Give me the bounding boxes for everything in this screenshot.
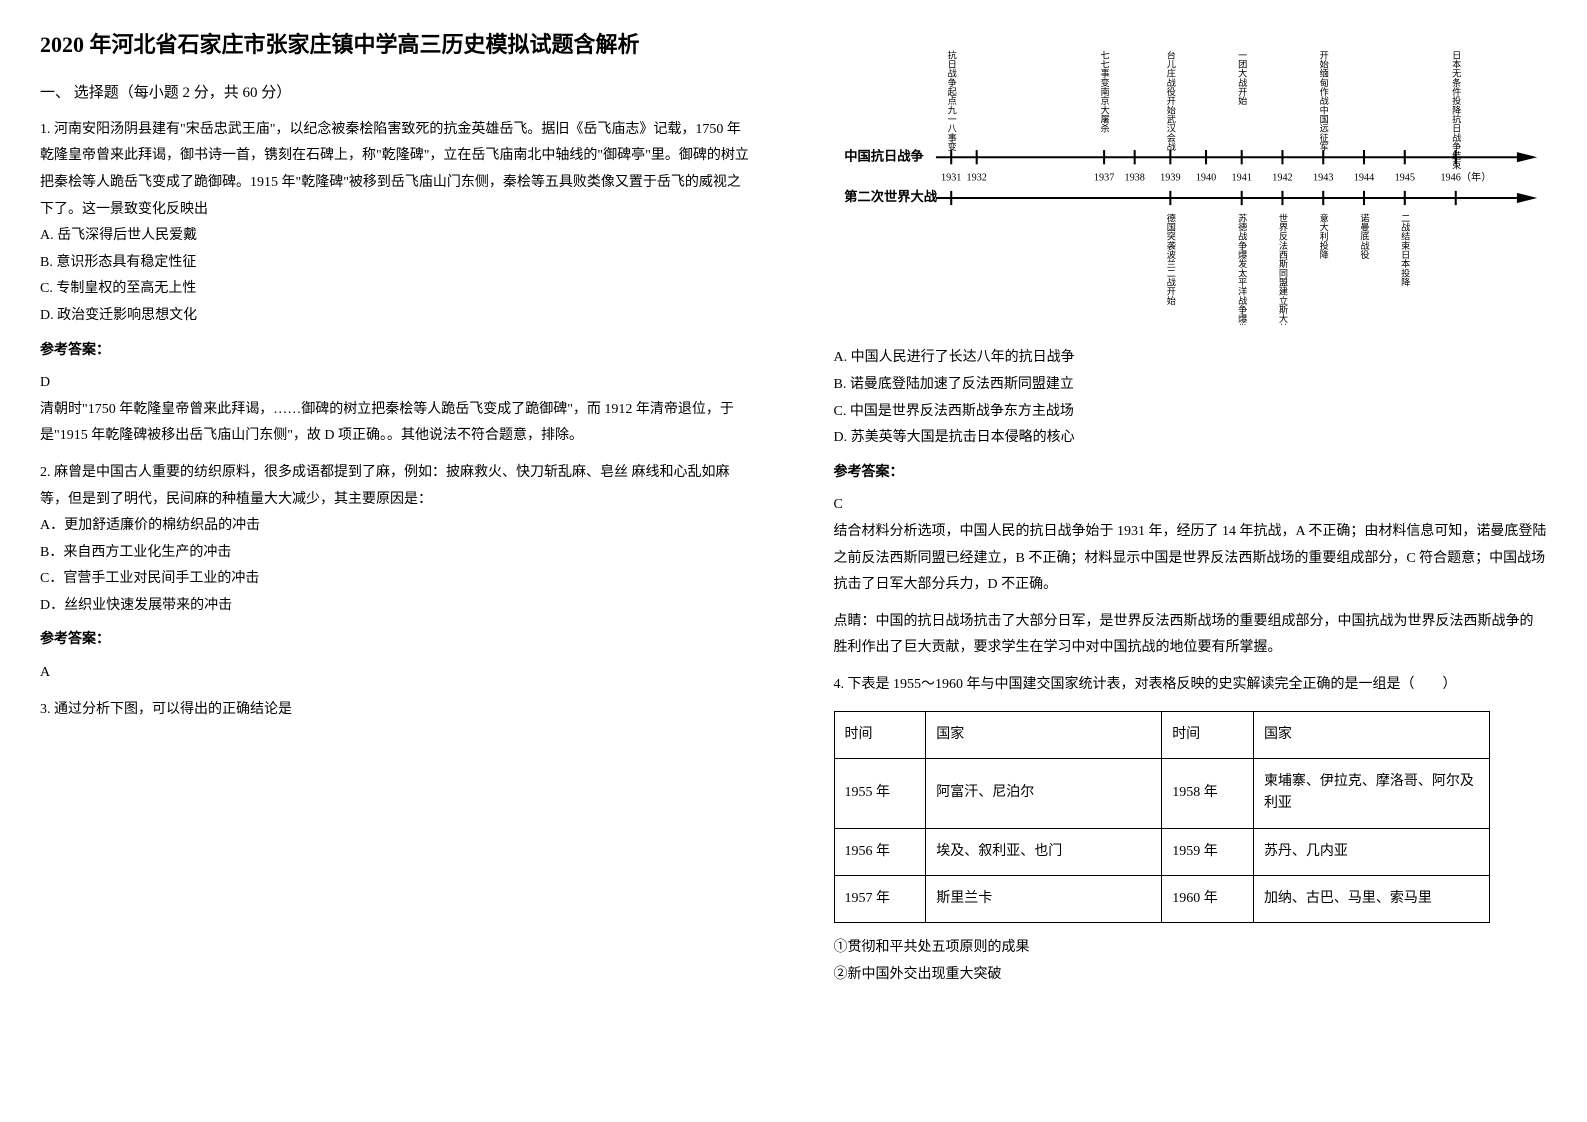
q3-explanation-2: 点睛：中国的抗日战场抗击了大部分日军，是世界反法西斯战场的重要组成部分，中国抗战… (834, 609, 1548, 662)
q2-answer: A (40, 660, 754, 687)
cell: 苏丹、几内亚 (1253, 828, 1489, 875)
q1-answer: D (40, 370, 754, 397)
svg-text:1941: 1941 (1231, 173, 1251, 184)
q4-stem: 4. 下表是 1955～1960 年与中国建交国家统计表，对表格反映的史实解读完… (834, 672, 1548, 699)
q3-choice-d: D. 苏美英等大国是抗击日本侵略的核心 (834, 425, 1548, 452)
cell: 柬埔寨、伊拉克、摩洛哥、阿尔及利亚 (1253, 758, 1489, 828)
svg-text:开始缅甸作战中国远征军: 开始缅甸作战中国远征军 (1318, 50, 1329, 152)
q2-choice-a: A．更加舒适廉价的棉纺织品的冲击 (40, 513, 754, 540)
q2-choice-c: C．官营手工业对民间手工业的冲击 (40, 566, 754, 593)
svg-text:1938: 1938 (1124, 173, 1144, 184)
q3-choice-c: C. 中国是世界反法西斯战争东方主战场 (834, 399, 1548, 426)
cell: 1957 年 (834, 876, 926, 923)
th-time-2: 时间 (1162, 711, 1254, 758)
svg-text:苏德战争爆发太平洋战争爆发: 苏德战争爆发太平洋战争爆发 (1236, 212, 1247, 325)
svg-text:1931: 1931 (941, 173, 961, 184)
svg-text:七七事变南京大屠杀: 七七事变南京大屠杀 (1099, 50, 1110, 133)
svg-text:中国抗日战争: 中国抗日战争 (844, 147, 924, 163)
cell: 加纳、古巴、马里、索马里 (1253, 876, 1489, 923)
svg-text:世界反法西斯同盟建立斯大林格勒保卫战开始: 世界反法西斯同盟建立斯大林格勒保卫战开始 (1277, 212, 1288, 325)
right-column: 抗日战争起点九一八事变 七七事变南京大屠杀 台儿庄战役开始武汉会战 一团大战开始… (794, 0, 1587, 1122)
svg-text:意大利投降: 意大利投降 (1318, 212, 1329, 260)
table-row: 1955 年 阿富汗、尼泊尔 1958 年 柬埔寨、伊拉克、摩洛哥、阿尔及利亚 (834, 758, 1489, 828)
table-row: 1956 年 埃及、叙利亚、也门 1959 年 苏丹、几内亚 (834, 828, 1489, 875)
table-header-row: 时间 国家 时间 国家 (834, 711, 1489, 758)
svg-text:第二次世界大战: 第二次世界大战 (844, 188, 938, 204)
q3-stem: 3. 通过分析下图，可以得出的正确结论是 (40, 697, 754, 724)
cell: 斯里兰卡 (926, 876, 1162, 923)
svg-text:台儿庄战役开始武汉会战: 台儿庄战役开始武汉会战 (1165, 49, 1176, 152)
q3-choice-b: B. 诺曼底登陆加速了反法西斯同盟建立 (834, 372, 1548, 399)
q2-stem: 2. 麻曾是中国古人重要的纺织原料，很多成语都提到了麻，例如：披麻救火、快刀斩乱… (40, 460, 754, 513)
q1-choice-d: D. 政治变迁影响思想文化 (40, 303, 754, 330)
svg-text:德国突袭波兰二战开始: 德国突袭波兰二战开始 (1165, 212, 1176, 306)
cell: 阿富汗、尼泊尔 (926, 758, 1162, 828)
timeline-svg: 抗日战争起点九一八事变 七七事变南京大屠杀 台儿庄战役开始武汉会战 一团大战开始… (834, 40, 1547, 325)
cell: 1959 年 (1162, 828, 1254, 875)
q1-choice-c: C. 专制皇权的至高无上性 (40, 276, 754, 303)
q1-choice-a: A. 岳飞深得后世人民爱戴 (40, 223, 754, 250)
question-3-stem: 3. 通过分析下图，可以得出的正确结论是 (40, 697, 754, 724)
svg-text:抗日战争起点九一八事变: 抗日战争起点九一八事变 (946, 49, 957, 152)
q1-explanation: 清朝时"1750 年乾隆皇帝曾来此拜谒，……御碑的树立把秦桧等人跪岳飞变成了跪御… (40, 397, 754, 450)
q1-choice-b: B. 意识形态具有稳定性征 (40, 250, 754, 277)
svg-text:二战结束日本投降: 二战结束日本投降 (1399, 213, 1410, 287)
q2-choice-d: D．丝织业快速发展带来的冲击 (40, 593, 754, 620)
section-header: 一、 选择题（每小题 2 分，共 60 分） (40, 81, 754, 102)
timeline-diagram: 抗日战争起点九一八事变 七七事变南京大屠杀 台儿庄战役开始武汉会战 一团大战开始… (834, 40, 1548, 325)
svg-text:1944: 1944 (1353, 173, 1373, 184)
q3-choice-a: A. 中国人民进行了长达八年的抗日战争 (834, 345, 1548, 372)
question-4: 4. 下表是 1955～1960 年与中国建交国家统计表，对表格反映的史实解读完… (834, 672, 1548, 989)
svg-text:1942: 1942 (1272, 173, 1292, 184)
question-2: 2. 麻曾是中国古人重要的纺织原料，很多成语都提到了麻，例如：披麻救火、快刀斩乱… (40, 460, 754, 687)
svg-text:一团大战开始: 一团大战开始 (1236, 50, 1247, 106)
svg-text:1937: 1937 (1093, 173, 1113, 184)
svg-text:1940: 1940 (1195, 173, 1215, 184)
cell: 1956 年 (834, 828, 926, 875)
th-country-1: 国家 (926, 711, 1162, 758)
svg-text:1939: 1939 (1160, 173, 1180, 184)
question-3-body: A. 中国人民进行了长达八年的抗日战争 B. 诺曼底登陆加速了反法西斯同盟建立 … (834, 345, 1548, 662)
q2-answer-label: 参考答案： (40, 627, 754, 654)
svg-text:诺曼底战役: 诺曼底战役 (1359, 213, 1370, 260)
q4-note-2: ②新中国外交出现重大突破 (834, 962, 1548, 989)
question-1: 1. 河南安阳汤阴县建有"宋岳忠武王庙"，以纪念被秦桧陷害致死的抗金英雄岳飞。据… (40, 117, 754, 450)
q3-answer-label: 参考答案： (834, 460, 1548, 487)
left-column: 2020 年河北省石家庄市张家庄镇中学高三历史模拟试题含解析 一、 选择题（每小… (0, 0, 794, 1122)
svg-text:1943: 1943 (1313, 173, 1333, 184)
table-row: 1957 年 斯里兰卡 1960 年 加纳、古巴、马里、索马里 (834, 876, 1489, 923)
cell: 1958 年 (1162, 758, 1254, 828)
q4-table: 时间 国家 时间 国家 1955 年 阿富汗、尼泊尔 1958 年 柬埔寨、伊拉… (834, 711, 1490, 924)
th-time-1: 时间 (834, 711, 926, 758)
page-title: 2020 年河北省石家庄市张家庄镇中学高三历史模拟试题含解析 (40, 30, 754, 61)
svg-text:1946（年）: 1946（年） (1440, 171, 1491, 184)
th-country-2: 国家 (1253, 711, 1489, 758)
q2-choice-b: B．来自西方工业化生产的冲击 (40, 540, 754, 567)
q3-answer: C (834, 492, 1548, 519)
cell: 1960 年 (1162, 876, 1254, 923)
svg-text:1932: 1932 (966, 173, 986, 184)
q3-explanation-1: 结合材料分析选项，中国人民的抗日战争始于 1931 年，经历了 14 年抗战，A… (834, 519, 1548, 599)
cell: 埃及、叙利亚、也门 (926, 828, 1162, 875)
cell: 1955 年 (834, 758, 926, 828)
q1-answer-label: 参考答案： (40, 338, 754, 365)
svg-text:1945: 1945 (1394, 173, 1414, 184)
q1-stem: 1. 河南安阳汤阴县建有"宋岳忠武王庙"，以纪念被秦桧陷害致死的抗金英雄岳飞。据… (40, 117, 754, 223)
q4-note-1: ①贯彻和平共处五项原则的成果 (834, 935, 1548, 962)
